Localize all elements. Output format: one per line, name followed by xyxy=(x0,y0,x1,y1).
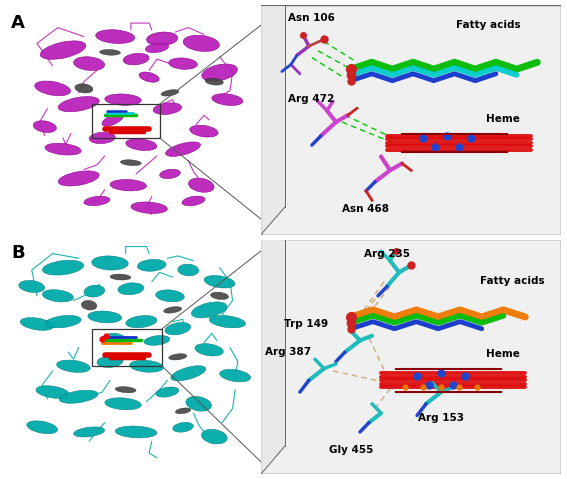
Text: Gly 455: Gly 455 xyxy=(329,445,373,456)
Ellipse shape xyxy=(45,143,81,155)
Text: Arg 387: Arg 387 xyxy=(265,347,311,357)
Ellipse shape xyxy=(144,335,170,345)
Bar xyxy=(92,104,159,138)
Ellipse shape xyxy=(58,171,99,186)
Ellipse shape xyxy=(84,285,105,297)
Ellipse shape xyxy=(165,322,191,335)
Text: B: B xyxy=(11,244,24,262)
Text: Arg 153: Arg 153 xyxy=(418,412,464,422)
Ellipse shape xyxy=(164,307,181,313)
Ellipse shape xyxy=(178,264,198,276)
Ellipse shape xyxy=(120,160,141,166)
Ellipse shape xyxy=(75,84,93,93)
Ellipse shape xyxy=(156,387,179,397)
Polygon shape xyxy=(261,240,285,474)
Ellipse shape xyxy=(156,290,184,302)
Ellipse shape xyxy=(212,94,243,105)
Bar xyxy=(92,329,162,366)
Ellipse shape xyxy=(188,178,214,192)
Ellipse shape xyxy=(84,196,110,205)
Ellipse shape xyxy=(201,429,227,444)
Ellipse shape xyxy=(146,32,178,46)
Ellipse shape xyxy=(131,202,167,214)
Text: A: A xyxy=(11,14,25,32)
Ellipse shape xyxy=(74,57,105,70)
Ellipse shape xyxy=(74,427,105,437)
Ellipse shape xyxy=(210,292,229,299)
Ellipse shape xyxy=(57,360,90,373)
Text: Asn 106: Asn 106 xyxy=(288,13,335,23)
Text: Arg 472: Arg 472 xyxy=(288,94,334,103)
Ellipse shape xyxy=(126,139,157,150)
Ellipse shape xyxy=(105,333,125,343)
Text: Asn 468: Asn 468 xyxy=(342,204,390,214)
Ellipse shape xyxy=(183,35,219,51)
Ellipse shape xyxy=(20,318,54,331)
Ellipse shape xyxy=(145,43,168,53)
Ellipse shape xyxy=(195,343,223,356)
Ellipse shape xyxy=(40,41,86,59)
Ellipse shape xyxy=(161,90,179,96)
Ellipse shape xyxy=(105,94,141,105)
Ellipse shape xyxy=(169,354,187,360)
Ellipse shape xyxy=(153,103,181,114)
Ellipse shape xyxy=(186,397,211,411)
Ellipse shape xyxy=(82,300,97,310)
Ellipse shape xyxy=(205,78,223,85)
Text: Fatty acids: Fatty acids xyxy=(456,20,521,30)
Ellipse shape xyxy=(169,58,197,69)
Ellipse shape xyxy=(33,121,56,133)
Polygon shape xyxy=(261,5,285,235)
Ellipse shape xyxy=(118,283,144,295)
Text: Arg 235: Arg 235 xyxy=(364,249,410,259)
Ellipse shape xyxy=(182,196,205,206)
Ellipse shape xyxy=(96,30,135,44)
Ellipse shape xyxy=(92,256,128,270)
Ellipse shape xyxy=(19,280,45,293)
Ellipse shape xyxy=(202,64,238,81)
Ellipse shape xyxy=(27,421,58,433)
Ellipse shape xyxy=(171,366,206,381)
Ellipse shape xyxy=(43,260,84,275)
Text: Trp 149: Trp 149 xyxy=(284,319,328,329)
Ellipse shape xyxy=(58,97,99,112)
Text: Fatty acids: Fatty acids xyxy=(480,276,545,286)
Ellipse shape xyxy=(43,290,73,302)
Ellipse shape xyxy=(139,72,159,82)
Text: Heme: Heme xyxy=(486,114,520,125)
Ellipse shape xyxy=(204,275,235,288)
Ellipse shape xyxy=(88,311,122,323)
Ellipse shape xyxy=(220,369,251,382)
Ellipse shape xyxy=(60,390,98,403)
Ellipse shape xyxy=(35,81,70,96)
Ellipse shape xyxy=(166,142,201,157)
Ellipse shape xyxy=(105,398,141,410)
Ellipse shape xyxy=(89,132,115,144)
Ellipse shape xyxy=(115,387,136,393)
Ellipse shape xyxy=(209,315,246,328)
Ellipse shape xyxy=(123,53,149,65)
Ellipse shape xyxy=(102,114,123,126)
Ellipse shape xyxy=(137,259,166,271)
Ellipse shape xyxy=(126,316,157,328)
Ellipse shape xyxy=(45,315,81,328)
Ellipse shape xyxy=(190,125,218,137)
Ellipse shape xyxy=(191,302,227,318)
Ellipse shape xyxy=(100,49,120,55)
Ellipse shape xyxy=(110,180,146,191)
Ellipse shape xyxy=(36,386,69,399)
Ellipse shape xyxy=(115,426,157,438)
Ellipse shape xyxy=(160,169,180,179)
Ellipse shape xyxy=(97,355,123,367)
Ellipse shape xyxy=(175,408,191,414)
Ellipse shape xyxy=(173,422,193,432)
Ellipse shape xyxy=(130,360,163,372)
Text: Heme: Heme xyxy=(486,349,520,359)
Ellipse shape xyxy=(110,274,131,280)
